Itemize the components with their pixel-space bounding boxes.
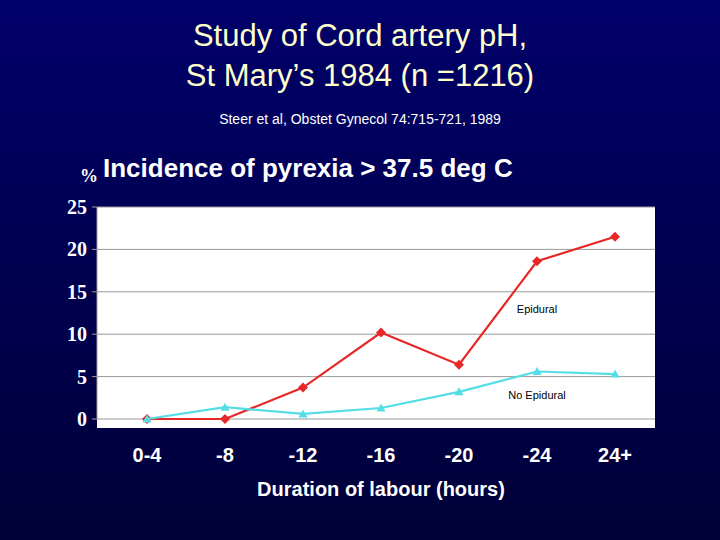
x-tick-label: -24 (523, 444, 553, 466)
plot-area (97, 207, 655, 428)
y-tick-label: 20 (67, 238, 87, 260)
slide-title: Study of Cord artery pH, (193, 18, 527, 53)
x-axis-label: Duration of labour (hours) (257, 478, 505, 500)
marker (455, 387, 464, 395)
y-tick-label: 15 (67, 281, 87, 303)
series-line (147, 237, 615, 419)
y-tick-label: 0 (77, 408, 87, 430)
y-tick (92, 376, 97, 377)
x-tick-label: 0-4 (133, 444, 163, 466)
marker (143, 415, 152, 423)
series-label: Epidural (517, 303, 557, 315)
grid-line (97, 334, 655, 335)
y-tick (92, 207, 97, 208)
y-tick (92, 419, 97, 420)
background (0, 0, 720, 540)
y-tick (92, 291, 97, 292)
y-tick-label: 10 (67, 323, 87, 345)
series-labels: Epidural No Epidural (508, 303, 565, 400)
grid-line (97, 376, 655, 377)
y-tick (92, 249, 97, 250)
y-tick (92, 334, 97, 335)
subtitle: Steer et al, Obstet Gynecol 74:715-721, … (219, 111, 501, 127)
chart-title: Incidence of pyrexia > 37.5 deg C (103, 153, 513, 183)
marker (533, 367, 542, 375)
x-tick-label: -12 (289, 444, 318, 466)
slide-title: St Mary’s 1984 (n =1216) (186, 58, 534, 93)
series-group (142, 232, 620, 424)
y-tick-label: 25 (67, 196, 87, 218)
marker (221, 403, 230, 411)
y-axis-label: % (80, 166, 98, 186)
x-tick-label: -16 (367, 444, 396, 466)
grid-line (97, 207, 655, 208)
marker (454, 360, 464, 370)
marker (220, 414, 230, 424)
marker (298, 383, 308, 393)
y-tick-label: 5 (77, 366, 87, 388)
y-axis-line (97, 207, 98, 419)
marker (611, 370, 620, 378)
marker (610, 232, 620, 242)
series-line (147, 372, 615, 419)
grid-line (97, 291, 655, 292)
slide: Study of Cord artery pH, St Mary’s 1984 (… (0, 0, 720, 540)
marker (377, 403, 386, 411)
marker (532, 256, 542, 266)
marker (376, 328, 386, 338)
series-label: No Epidural (508, 389, 565, 401)
x-tick-label: -8 (216, 444, 234, 466)
x-tick-label: -20 (445, 444, 474, 466)
marker (299, 409, 308, 417)
x-tick-label: 24+ (598, 444, 632, 466)
